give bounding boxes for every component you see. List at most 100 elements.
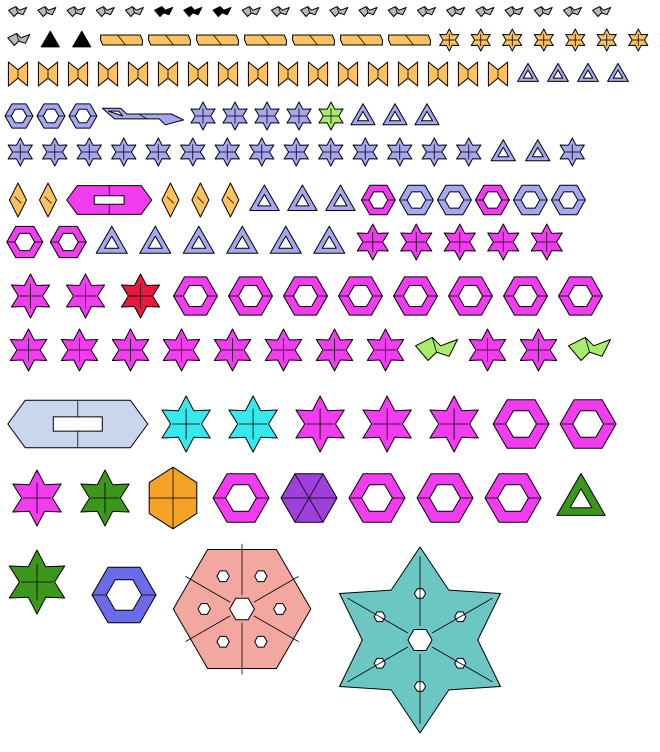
orange-star-tile [628, 28, 649, 52]
dark-green-star-tile [80, 469, 130, 527]
lavender-star-tile [352, 137, 378, 167]
row-8 [10, 273, 603, 319]
orange-bowtie-tile [37, 61, 59, 87]
magenta-star-tile [443, 223, 476, 261]
magenta-hex-ring-tile [492, 399, 550, 449]
cyan-star-tile [161, 395, 211, 453]
gray-zigzag-tile [504, 6, 524, 17]
gray-zigzag-tile [416, 6, 436, 17]
magenta-star-tile [12, 469, 62, 527]
gray-zigzag-tile [241, 6, 261, 17]
lavender-triangle-ring-tile [577, 62, 599, 82]
black-triangle-tile [40, 30, 60, 48]
orange-bowtie-tile [127, 61, 149, 87]
lavender-triangle-ring-tile [226, 225, 259, 254]
lavender-triangle-ring-tile [607, 62, 629, 82]
lavender-hex-ring-tile [36, 103, 66, 129]
gray-zigzag-tile [358, 6, 378, 17]
magenta-star-tile [213, 328, 252, 372]
magenta-hex-ring-tile [474, 184, 510, 216]
lavender-long-bar-tile [101, 107, 185, 126]
magenta-hex-ring-tile [448, 276, 493, 316]
gray-zigzag-tile [7, 32, 31, 46]
purple-hex-tile [280, 473, 338, 523]
magenta-star-tile [400, 223, 433, 261]
lavender-triangle-ring-tile [269, 225, 302, 254]
dark-green-star-tile [8, 549, 66, 615]
black-zigzag-tile [183, 6, 203, 17]
gray-zigzag-tile [37, 6, 57, 17]
lavender-star-tile [283, 137, 309, 167]
salmon-large-hex-tile [172, 543, 312, 675]
red-star-tile [120, 273, 161, 319]
gray-zigzag-tile [270, 6, 290, 17]
lavender-star-tile [456, 137, 482, 167]
magenta-hex-ring-tile [6, 225, 44, 259]
lavender-triangle-ring-tile [287, 184, 318, 211]
black-triangle-tile [72, 30, 92, 48]
magenta-star-tile [487, 223, 520, 261]
gray-zigzag-tile [446, 6, 466, 17]
magenta-star-tile [9, 328, 48, 372]
black-zigzag-tile [154, 6, 174, 17]
magenta-star-tile [315, 328, 354, 372]
orange-bar-tile [388, 34, 431, 46]
lime-zigzag-tile [568, 336, 611, 361]
lavender-triangle-ring-tile [490, 139, 516, 162]
row-9 [9, 328, 611, 372]
row-7 [6, 223, 563, 261]
lime-zigzag-tile [415, 336, 458, 361]
lavender-star-tile [180, 137, 206, 167]
magenta-star-tile [468, 328, 507, 372]
lavender-triangle-ring-tile [517, 62, 539, 82]
lavender-hex-ring-tile [550, 184, 586, 216]
lavender-hex-ring-tile [436, 184, 472, 216]
orange-bar-tile [340, 34, 383, 46]
magenta-star-tile [10, 273, 51, 319]
orange-bar-tile [196, 34, 239, 46]
row-6 [9, 182, 586, 218]
lavender-triangle-ring-tile [182, 225, 215, 254]
magenta-hex-ring-tile [173, 276, 218, 316]
orange-bowtie-tile [97, 61, 119, 87]
row-2 [7, 28, 660, 52]
magenta-hex-ring-tile [484, 473, 542, 523]
orange-bowtie-tile [397, 61, 419, 87]
lavender-triangle-ring-tile [382, 103, 408, 126]
row-12 [8, 543, 501, 734]
magenta-star-tile [295, 395, 345, 453]
magenta-hex-ring-tile [558, 276, 603, 316]
lavender-hex-ring-tile [4, 103, 34, 129]
row-1 [8, 6, 612, 17]
orange-bowtie-tile [427, 61, 449, 87]
lavender-star-tile [190, 101, 216, 131]
magenta-hex-ring-tile [393, 276, 438, 316]
gray-zigzag-tile [66, 6, 86, 17]
magenta-star-tile [530, 223, 563, 261]
orange-bar-tile [148, 34, 191, 46]
gray-zigzag-tile [329, 6, 349, 17]
lavender-triangle-ring-tile [249, 184, 280, 211]
pale-blue-wide-hex-tile [7, 399, 149, 449]
row-5 [7, 137, 585, 167]
orange-diamond-tile [221, 182, 240, 218]
gray-zigzag-tile [533, 6, 553, 17]
magenta-star-tile [429, 395, 479, 453]
orange-diamond-tile [9, 182, 27, 218]
lavender-hex-ring-tile [512, 184, 548, 216]
row-11 [12, 466, 606, 530]
lavender-star-tile [111, 137, 137, 167]
bright-orange-tall-hex-tile [148, 466, 198, 530]
row-4 [4, 101, 440, 131]
lavender-star-tile [318, 137, 344, 167]
lavender-triangle-ring-tile [350, 103, 376, 126]
row-3 [7, 61, 629, 87]
lavender-star-tile [249, 137, 275, 167]
orange-bowtie-tile [487, 61, 509, 87]
orange-star-tile [596, 28, 617, 52]
gray-zigzag-tile [387, 6, 407, 17]
orange-star-tile [439, 28, 460, 52]
magenta-hex-ring-tile [49, 225, 87, 259]
